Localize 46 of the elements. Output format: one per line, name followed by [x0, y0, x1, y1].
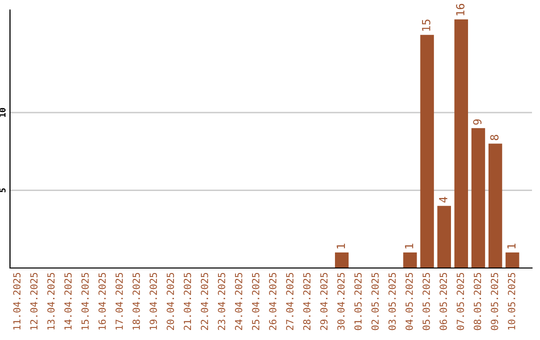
data-label: 16: [456, 4, 464, 16]
x-tick-label: 12.04.2025: [30, 272, 38, 330]
data-label: 1: [405, 244, 414, 248]
x-tick-label: 11.04.2025: [13, 272, 21, 330]
data-label: 9: [473, 119, 482, 125]
x-tick-label: 26.04.2025: [269, 272, 276, 330]
x-tick-label: 10.05.2025: [508, 272, 516, 330]
x-tick-label: 05.05.2025: [422, 272, 430, 330]
bar: [471, 128, 486, 268]
data-label: 1: [336, 244, 345, 248]
x-tick-label: 14.04.2025: [64, 272, 72, 330]
x-tick-label: 28.04.2025: [303, 272, 311, 330]
bar: [334, 252, 349, 268]
data-label: 4: [439, 196, 448, 202]
bar: [403, 252, 417, 268]
x-tick-label: 08.05.2025: [474, 272, 482, 330]
data-label: 8: [490, 134, 499, 140]
x-tick-label: 07.05.2025: [456, 272, 464, 330]
x-tick-label: 01.05.2025: [354, 272, 362, 330]
x-tick-label: 16.04.2025: [98, 272, 106, 330]
bar: [506, 252, 520, 268]
x-tick-label: 22.04.2025: [200, 272, 208, 330]
x-tick-label: 15.04.2025: [81, 272, 89, 330]
x-tick-label: 21.04.2025: [184, 272, 192, 330]
x-tick-label: 19.04.2025: [150, 272, 157, 330]
x-tick-label: 24.04.2025: [234, 272, 242, 330]
x-tick-label: 29.04.2025: [320, 272, 328, 330]
x-tick-label: 06.05.2025: [440, 272, 447, 330]
x-tick-label: 25.04.2025: [252, 272, 260, 330]
x-tick-label: 03.05.2025: [388, 272, 396, 330]
x-tick-label: 30.04.2025: [337, 272, 345, 330]
x-tick-label: 18.04.2025: [132, 272, 140, 330]
bar: [437, 206, 451, 268]
data-label: 15: [422, 20, 430, 31]
x-tick-label: 17.04.2025: [116, 272, 123, 330]
x-tick-label: 27.04.2025: [286, 272, 294, 330]
bar: [454, 19, 468, 268]
x-tick-label: 23.04.2025: [218, 272, 226, 330]
x-tick-label: 09.05.2025: [490, 272, 498, 330]
x-tick-label: 20.04.2025: [166, 272, 174, 330]
x-tick-label: 13.04.2025: [47, 272, 55, 330]
bar: [488, 144, 502, 268]
data-label: 1: [507, 244, 516, 248]
x-tick-label: 02.05.2025: [371, 272, 379, 330]
x-tick-label: 04.05.2025: [406, 272, 413, 330]
bar: [420, 34, 434, 268]
